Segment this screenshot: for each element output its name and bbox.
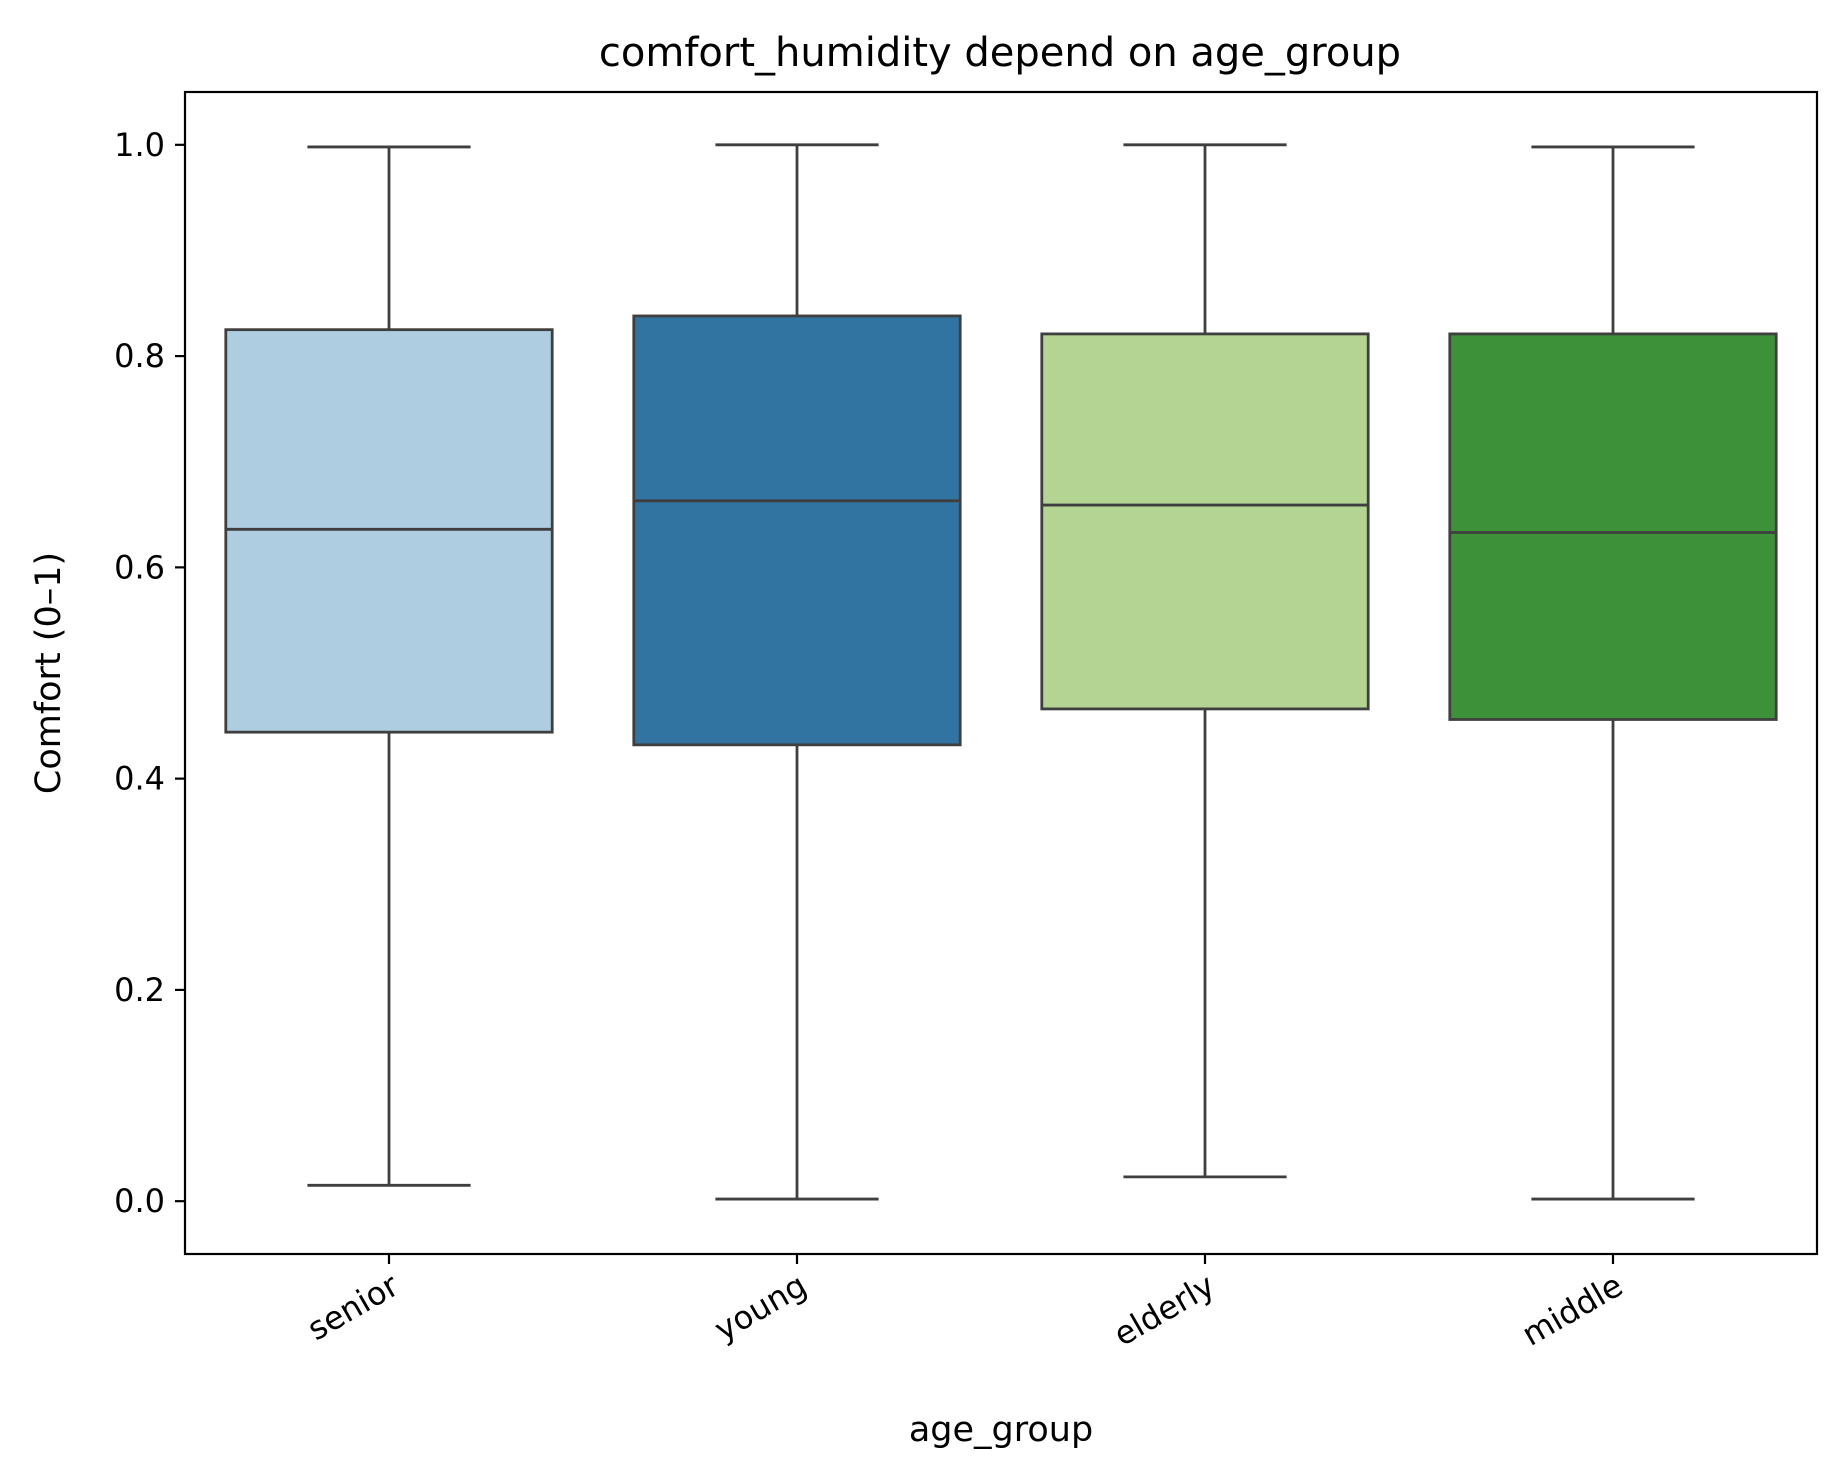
iqr-box	[1040, 332, 1370, 711]
chart-title: comfort_humidity depend on age_group	[599, 30, 1401, 76]
x-tick-label-middle: middle	[1515, 1266, 1629, 1354]
x-tick-label-young: young	[708, 1266, 813, 1349]
box-senior	[224, 145, 554, 1187]
plot-frame	[183, 90, 1819, 1256]
y-tick-label: 0.8	[114, 337, 165, 375]
x-axis-label: age_group	[909, 1410, 1093, 1450]
y-tick-label: 0.4	[114, 760, 165, 798]
x-axis: senior young elderly middle	[301, 1254, 1629, 1354]
iqr-box	[632, 314, 962, 747]
iqr-box	[1448, 332, 1778, 721]
y-tick-label: 0.0	[114, 1182, 165, 1220]
x-tick-label-elderly: elderly	[1107, 1266, 1221, 1354]
x-tick-label-senior: senior	[301, 1266, 406, 1348]
y-tick-label: 0.2	[114, 971, 165, 1009]
y-tick-label: 1.0	[114, 126, 165, 164]
box-elderly	[1040, 143, 1370, 1179]
y-axis-label: Comfort (0–1)	[29, 552, 69, 794]
box-young	[632, 143, 962, 1201]
y-axis: 0.0 0.2 0.4 0.6 0.8 1.0	[114, 126, 185, 1220]
y-tick-label: 0.6	[114, 548, 165, 586]
box-middle	[1448, 145, 1778, 1201]
boxes-layer	[224, 143, 1778, 1201]
iqr-box	[224, 328, 554, 734]
